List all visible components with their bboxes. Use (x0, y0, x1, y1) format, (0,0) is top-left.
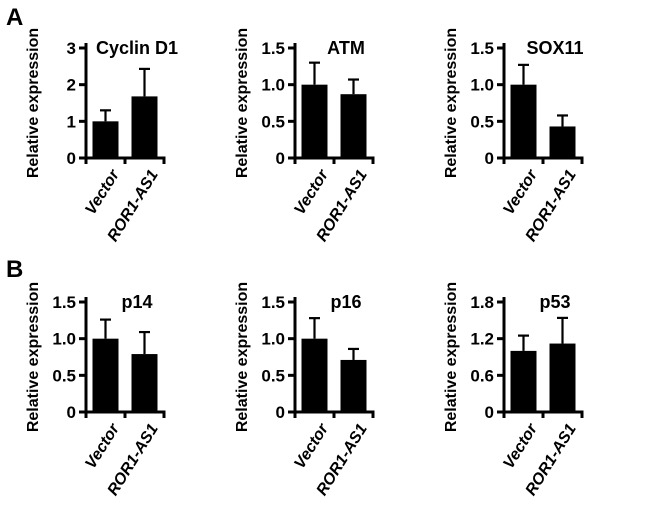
bar-ror1-as1 (549, 126, 576, 158)
chart-title: ATM (327, 38, 365, 58)
y-tick-label: 1.5 (261, 39, 285, 58)
bar-vector (92, 338, 119, 412)
bar-ror1-as1 (340, 359, 367, 412)
x-category-label-vector: Vector (82, 166, 123, 217)
chart-p16: 0 0.5 1.0 1.5 Vector ROR1-AS1 p16 Relative expr… (231, 262, 440, 507)
y-axis-label: Relative expression (25, 282, 42, 432)
chart-p14: 0 0.5 1.0 1.5 Vector ROR1-AS1 p14 Relative expr… (22, 262, 231, 507)
y-tick-label: 3 (67, 39, 76, 58)
y-tick-label: 0 (276, 403, 285, 422)
bar-ror1-as1 (549, 343, 576, 412)
y-tick-label: 0.5 (261, 112, 285, 131)
chart-title: p16 (330, 292, 361, 312)
chart-title: p14 (121, 292, 152, 312)
y-tick-label: 0.5 (470, 112, 494, 131)
y-tick-label: 1.0 (470, 76, 494, 95)
y-axis-label: Relative expression (443, 282, 460, 432)
bar-ror1-as1 (131, 354, 158, 412)
y-tick-label: 2 (67, 76, 76, 95)
bar-vector (301, 338, 328, 412)
x-category-label-vector: Vector (500, 166, 541, 217)
chart-atm: 0 0.5 1.0 1.5 Vector ROR1-AS1 ATM Relative expr… (231, 8, 440, 253)
chart-title: p53 (539, 292, 570, 312)
x-category-label-vector: Vector (500, 420, 541, 471)
y-tick-label: 1.0 (261, 330, 285, 349)
y-axis-label: Relative expression (25, 28, 42, 178)
y-tick-label: 0.6 (470, 366, 494, 385)
y-tick-label: 1.8 (470, 293, 494, 312)
y-tick-label: 1.5 (470, 39, 494, 58)
chart-sox11: 0 0.5 1.0 1.5 Vector ROR1-AS1 SOX11 Relative ex… (440, 8, 649, 253)
bar-vector (510, 84, 537, 158)
y-tick-label: 1.2 (470, 330, 494, 349)
panel-a-charts-row: 0 1 2 3 Vector ROR1-AS1 Cyclin D1 Relative expr… (22, 8, 649, 253)
y-tick-label: 0 (485, 403, 494, 422)
y-tick-label: 1.5 (52, 293, 76, 312)
x-category-label-vector: Vector (82, 420, 123, 471)
chart-p53: 0 0.6 1.2 1.8 Vector ROR1-AS1 p53 Relative expr… (440, 262, 649, 507)
y-tick-label: 1.0 (261, 76, 285, 95)
bar-ror1-as1 (340, 94, 367, 158)
y-tick-label: 1.0 (52, 330, 76, 349)
y-tick-label: 0 (485, 149, 494, 168)
y-tick-label: 0.5 (52, 366, 76, 385)
y-axis-label: Relative expression (443, 28, 460, 178)
x-category-label-vector: Vector (291, 166, 332, 217)
panel-label-b: B (6, 256, 24, 283)
y-tick-label: 0 (67, 149, 76, 168)
panel-label-a: A (6, 4, 24, 31)
chart-title: SOX11 (526, 38, 583, 58)
y-tick-label: 1 (67, 112, 76, 131)
y-axis-label: Relative expression (234, 28, 251, 178)
y-tick-label: 0.5 (261, 366, 285, 385)
bar-vector (510, 350, 537, 412)
bar-ror1-as1 (131, 96, 158, 158)
panel-b-charts-row: 0 0.5 1.0 1.5 Vector ROR1-AS1 p14 Relative expr… (22, 262, 649, 507)
y-tick-label: 0 (67, 403, 76, 422)
bar-vector (301, 84, 328, 158)
bar-vector (92, 121, 119, 158)
x-category-label-vector: Vector (291, 420, 332, 471)
y-axis-label: Relative expression (234, 282, 251, 432)
chart-title: Cyclin D1 (96, 38, 178, 58)
y-tick-label: 0 (276, 149, 285, 168)
chart-cyclin-d1: 0 1 2 3 Vector ROR1-AS1 Cyclin D1 Relative expr… (22, 8, 231, 253)
y-tick-label: 1.5 (261, 293, 285, 312)
